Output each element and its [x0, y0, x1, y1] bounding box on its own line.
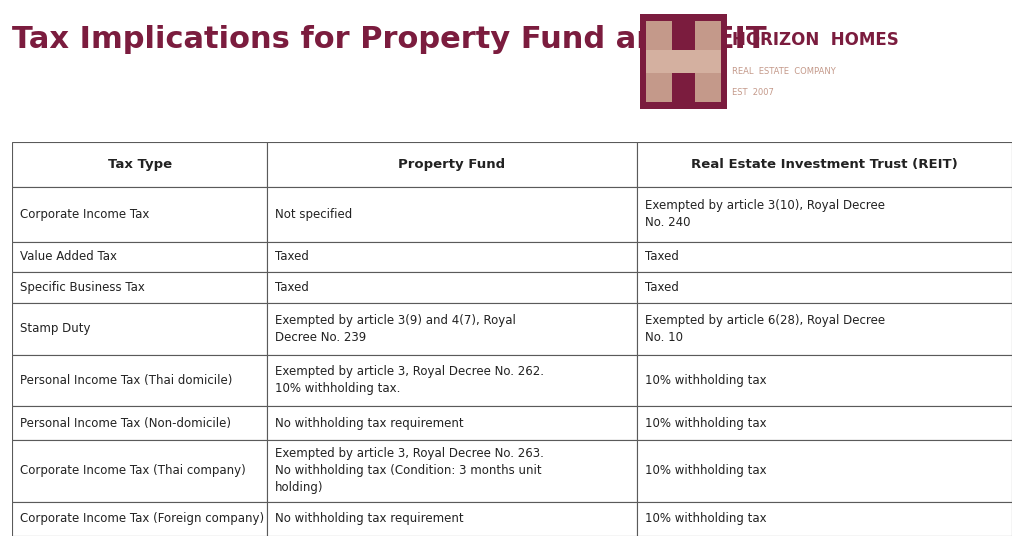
- Text: Tax Implications for Property Fund and REIT: Tax Implications for Property Fund and R…: [12, 25, 767, 54]
- Bar: [12, 406, 267, 440]
- Bar: [637, 187, 1012, 242]
- Text: Corporate Income Tax (Thai company): Corporate Income Tax (Thai company): [20, 464, 246, 478]
- Text: 10% withholding tax: 10% withholding tax: [645, 374, 767, 387]
- Text: Personal Income Tax (Thai domicile): Personal Income Tax (Thai domicile): [20, 374, 232, 387]
- Bar: [267, 406, 637, 440]
- Text: EST  2007: EST 2007: [732, 88, 774, 97]
- Text: Exempted by article 3, Royal Decree No. 262.
10% withholding tax.: Exempted by article 3, Royal Decree No. …: [275, 365, 544, 395]
- Text: Corporate Income Tax: Corporate Income Tax: [20, 208, 150, 220]
- Text: Not specified: Not specified: [275, 208, 352, 220]
- Bar: [267, 187, 637, 242]
- Bar: [12, 272, 267, 303]
- Text: No withholding tax requirement: No withholding tax requirement: [275, 417, 464, 429]
- Bar: [267, 440, 637, 502]
- Text: Value Added Tax: Value Added Tax: [20, 251, 118, 264]
- Text: REAL  ESTATE  COMPANY: REAL ESTATE COMPANY: [732, 67, 836, 75]
- Bar: [646, 21, 672, 102]
- Bar: [695, 21, 721, 102]
- Bar: [672, 21, 695, 50]
- Text: Specific Business Tax: Specific Business Tax: [20, 281, 145, 294]
- Text: Exempted by article 6(28), Royal Decree
No. 10: Exempted by article 6(28), Royal Decree …: [645, 314, 885, 344]
- Bar: [267, 354, 637, 406]
- Text: 10% withholding tax: 10% withholding tax: [645, 464, 767, 478]
- Text: Taxed: Taxed: [645, 251, 679, 264]
- Text: Taxed: Taxed: [275, 281, 309, 294]
- Bar: [267, 303, 637, 354]
- Bar: [637, 303, 1012, 354]
- Text: Exempted by article 3, Royal Decree No. 263.
No withholding tax (Condition: 3 mo: Exempted by article 3, Royal Decree No. …: [275, 447, 544, 494]
- Text: 10% withholding tax: 10% withholding tax: [645, 513, 767, 526]
- Bar: [637, 502, 1012, 536]
- Bar: [672, 73, 695, 102]
- Text: Property Fund: Property Fund: [398, 158, 506, 171]
- Bar: [267, 272, 637, 303]
- Bar: [637, 142, 1012, 187]
- Text: Tax Type: Tax Type: [108, 158, 172, 171]
- Bar: [267, 242, 637, 272]
- Bar: [267, 142, 637, 187]
- Text: Corporate Income Tax (Foreign company): Corporate Income Tax (Foreign company): [20, 513, 264, 526]
- Text: Personal Income Tax (Non-domicile): Personal Income Tax (Non-domicile): [20, 417, 231, 429]
- Text: Taxed: Taxed: [645, 281, 679, 294]
- Bar: [12, 303, 267, 354]
- Bar: [637, 242, 1012, 272]
- Text: Exempted by article 3(9) and 4(7), Royal
Decree No. 239: Exempted by article 3(9) and 4(7), Royal…: [275, 314, 516, 344]
- Text: Stamp Duty: Stamp Duty: [20, 322, 91, 335]
- Text: 10% withholding tax: 10% withholding tax: [645, 417, 767, 429]
- Bar: [12, 502, 267, 536]
- Text: No withholding tax requirement: No withholding tax requirement: [275, 513, 464, 526]
- Bar: [12, 242, 267, 272]
- Bar: [12, 142, 267, 187]
- Bar: [637, 440, 1012, 502]
- Bar: [637, 272, 1012, 303]
- Text: Exempted by article 3(10), Royal Decree
No. 240: Exempted by article 3(10), Royal Decree …: [645, 199, 885, 229]
- Bar: [12, 187, 267, 242]
- Bar: [646, 50, 721, 73]
- Text: HORIZON  HOMES: HORIZON HOMES: [732, 32, 899, 49]
- Bar: [637, 406, 1012, 440]
- Bar: [267, 502, 637, 536]
- Text: Taxed: Taxed: [275, 251, 309, 264]
- Bar: [12, 354, 267, 406]
- Bar: [12, 440, 267, 502]
- Bar: [637, 354, 1012, 406]
- Text: Real Estate Investment Trust (REIT): Real Estate Investment Trust (REIT): [691, 158, 957, 171]
